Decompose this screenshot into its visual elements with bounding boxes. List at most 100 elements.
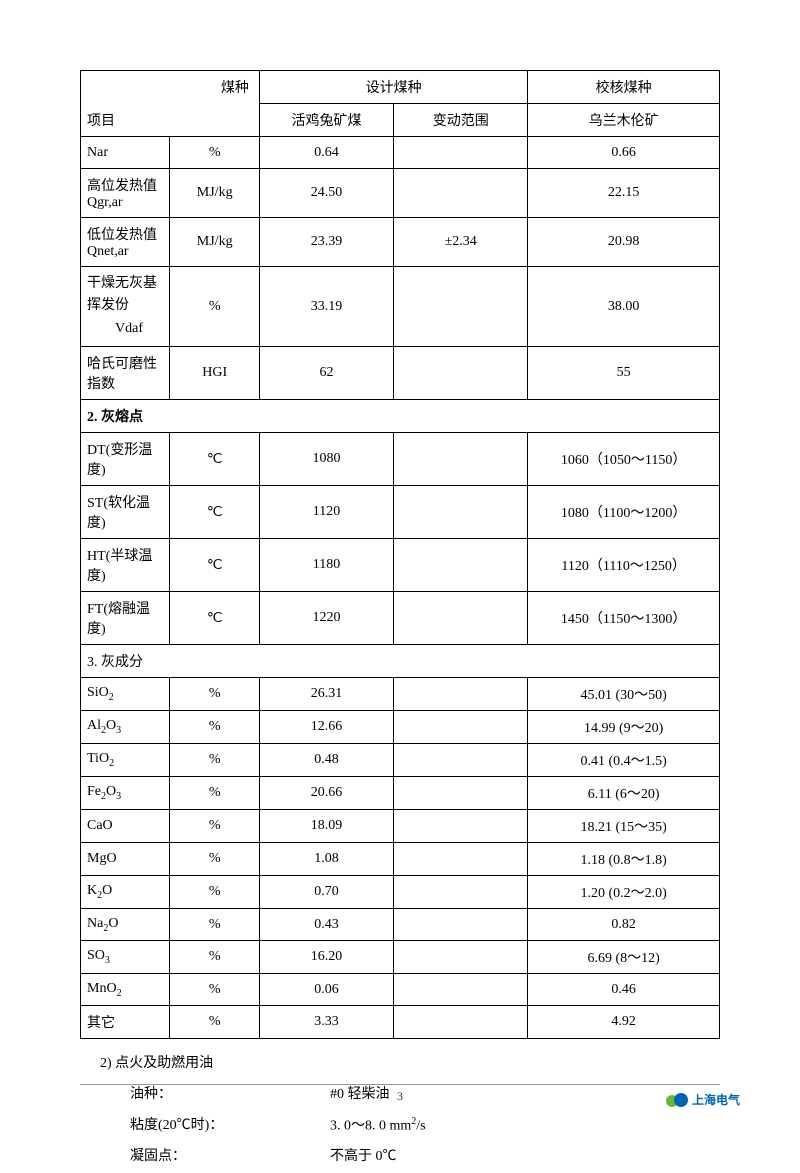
row-range bbox=[394, 777, 528, 810]
row-label: Nar bbox=[81, 137, 170, 169]
section-title: 3. 灰成分 bbox=[81, 645, 720, 678]
row-label-line2: Vdaf bbox=[87, 321, 143, 336]
row-unit: % bbox=[170, 267, 259, 347]
row-design: 0.43 bbox=[259, 909, 393, 941]
row-check: 0.66 bbox=[528, 137, 720, 169]
table-row: MnO2 % 0.06 0.46 bbox=[81, 974, 720, 1006]
row-design: 12.66 bbox=[259, 711, 393, 744]
fuel-oil-heading: 2) 点火及助燃用油 bbox=[100, 1049, 720, 1080]
row-check: 22.15 bbox=[528, 169, 720, 218]
row-range bbox=[394, 137, 528, 169]
table-header-row-1: 煤种 设计煤种 校核煤种 bbox=[81, 71, 720, 104]
row-design: 24.50 bbox=[259, 169, 393, 218]
row-unit: HGI bbox=[170, 347, 259, 400]
row-design: 62 bbox=[259, 347, 393, 400]
row-unit: % bbox=[170, 777, 259, 810]
table-row: DT(变形温度) ℃ 1080 1060（1050～1150） bbox=[81, 433, 720, 486]
row-range bbox=[394, 909, 528, 941]
row-check: 20.98 bbox=[528, 218, 720, 267]
row-design: 20.66 bbox=[259, 777, 393, 810]
table-row: FT(熔融温度) ℃ 1220 1450（1150～1300） bbox=[81, 592, 720, 645]
row-design: 1220 bbox=[259, 592, 393, 645]
row-range bbox=[394, 486, 528, 539]
row-label: 低位发热值 Qnet,ar bbox=[81, 218, 170, 267]
row-range bbox=[394, 711, 528, 744]
row-unit: ℃ bbox=[170, 486, 259, 539]
row-label: SiO2 bbox=[81, 678, 170, 711]
row-range bbox=[394, 744, 528, 777]
row-unit: % bbox=[170, 137, 259, 169]
row-check: 0.41 (0.4～1.5) bbox=[528, 744, 720, 777]
row-design: 0.06 bbox=[259, 974, 393, 1006]
freeze-label: 凝固点： bbox=[130, 1142, 330, 1173]
row-check: 6.69 (8～12) bbox=[528, 941, 720, 974]
row-unit: % bbox=[170, 843, 259, 876]
table-row: 低位发热值 Qnet,ar MJ/kg 23.39 ±2.34 20.98 bbox=[81, 218, 720, 267]
row-label: 高位发热值 Qgr,ar bbox=[81, 169, 170, 218]
row-design: 33.19 bbox=[259, 267, 393, 347]
row-unit: MJ/kg bbox=[170, 218, 259, 267]
row-unit: % bbox=[170, 876, 259, 909]
row-range bbox=[394, 974, 528, 1006]
header-range: 变动范围 bbox=[394, 104, 528, 137]
row-range bbox=[394, 678, 528, 711]
header-coal-type: 煤种 bbox=[81, 71, 260, 104]
table-row: K2O % 0.70 1.20 (0.2～2.0) bbox=[81, 876, 720, 909]
row-design: 0.48 bbox=[259, 744, 393, 777]
row-label: Na2O bbox=[81, 909, 170, 941]
row-unit: % bbox=[170, 1006, 259, 1039]
row-range bbox=[394, 539, 528, 592]
row-check: 45.01 (30～50) bbox=[528, 678, 720, 711]
table-row: MgO % 1.08 1.18 (0.8～1.8) bbox=[81, 843, 720, 876]
row-unit: MJ/kg bbox=[170, 169, 259, 218]
row-label: Al2O3 bbox=[81, 711, 170, 744]
header-check-sub: 乌兰木伦矿 bbox=[528, 104, 720, 137]
row-check: 6.11 (6～20) bbox=[528, 777, 720, 810]
row-unit: % bbox=[170, 974, 259, 1006]
row-design: 1180 bbox=[259, 539, 393, 592]
company-logo: 上海电气 bbox=[666, 1091, 740, 1108]
row-design: 18.09 bbox=[259, 810, 393, 843]
row-check: 1.20 (0.2～2.0) bbox=[528, 876, 720, 909]
table-row: Nar % 0.64 0.66 bbox=[81, 137, 720, 169]
table-row: Al2O3 % 12.66 14.99 (9～20) bbox=[81, 711, 720, 744]
row-label: TiO2 bbox=[81, 744, 170, 777]
row-label: FT(熔融温度) bbox=[81, 592, 170, 645]
row-label-line1: 干燥无灰基挥发份 bbox=[87, 276, 157, 313]
freeze-value: 不高于 0℃ bbox=[330, 1142, 720, 1173]
section-ash-melt: 2. 灰熔点 bbox=[81, 400, 720, 433]
logo-icon bbox=[666, 1093, 688, 1107]
page-number: 3 bbox=[397, 1089, 403, 1103]
row-check: 1450（1150～1300） bbox=[528, 592, 720, 645]
row-check: 18.21 (15～35) bbox=[528, 810, 720, 843]
row-label: ST(软化温度) bbox=[81, 486, 170, 539]
row-unit: ℃ bbox=[170, 592, 259, 645]
row-label: MnO2 bbox=[81, 974, 170, 1006]
row-check: 14.99 (9～20) bbox=[528, 711, 720, 744]
row-design: 1.08 bbox=[259, 843, 393, 876]
viscosity-value: 3. 0～8. 0 mm2/s bbox=[330, 1111, 720, 1142]
table-row: CaO % 18.09 18.21 (15～35) bbox=[81, 810, 720, 843]
row-label: HT(半球温度) bbox=[81, 539, 170, 592]
table-header-row-2: 项目 活鸡兔矿煤 变动范围 乌兰木伦矿 bbox=[81, 104, 720, 137]
coal-spec-table: 煤种 设计煤种 校核煤种 项目 活鸡兔矿煤 变动范围 乌兰木伦矿 Nar % 0… bbox=[80, 70, 720, 1039]
table-row: Na2O % 0.43 0.82 bbox=[81, 909, 720, 941]
row-design: 0.64 bbox=[259, 137, 393, 169]
row-check: 38.00 bbox=[528, 267, 720, 347]
row-label: 干燥无灰基挥发份 Vdaf bbox=[81, 267, 170, 347]
row-design: 0.70 bbox=[259, 876, 393, 909]
viscosity-label: 粘度(20℃时)： bbox=[130, 1111, 330, 1142]
row-range bbox=[394, 592, 528, 645]
table-row: Fe2O3 % 20.66 6.11 (6～20) bbox=[81, 777, 720, 810]
header-design-coal: 设计煤种 bbox=[259, 71, 527, 104]
header-check-coal: 校核煤种 bbox=[528, 71, 720, 104]
header-design-sub: 活鸡兔矿煤 bbox=[259, 104, 393, 137]
row-range bbox=[394, 267, 528, 347]
row-range bbox=[394, 169, 528, 218]
row-label: K2O bbox=[81, 876, 170, 909]
row-check: 0.46 bbox=[528, 974, 720, 1006]
row-unit: % bbox=[170, 909, 259, 941]
row-unit: % bbox=[170, 711, 259, 744]
table-row: 其它 % 3.33 4.92 bbox=[81, 1006, 720, 1039]
row-label: 哈氏可磨性指数 bbox=[81, 347, 170, 400]
